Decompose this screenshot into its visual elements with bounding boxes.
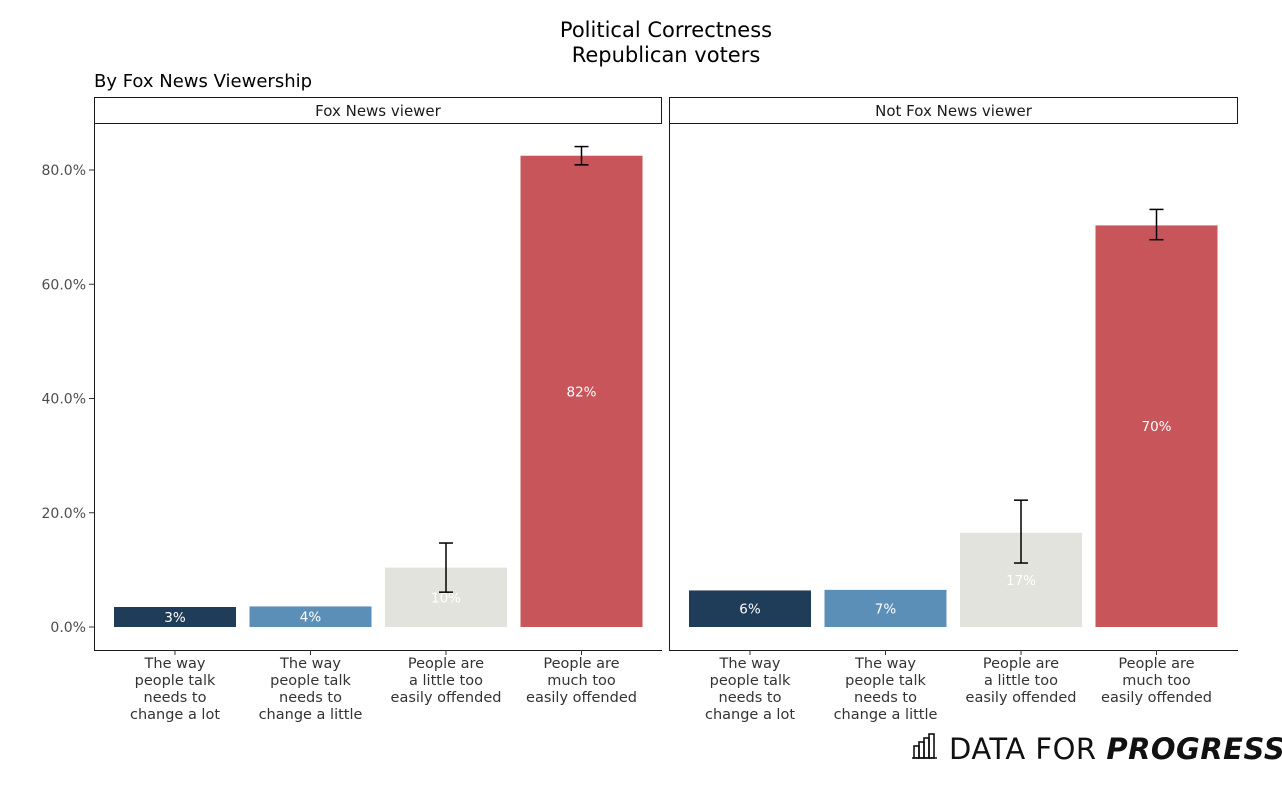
x-tick-label-line: easily offended: [966, 690, 1077, 706]
x-tick-label-line: The way: [144, 656, 206, 672]
bar-value-label: 4%: [300, 610, 322, 626]
x-tick-label-line: People are: [1118, 656, 1194, 672]
bar: [249, 606, 372, 627]
bar-value-label: 10%: [431, 590, 461, 606]
x-tick-label-line: people talk: [270, 673, 351, 689]
facet-strip-label: Not Fox News viewer: [875, 102, 1033, 120]
x-tick-label: People are a little too easily offended: [391, 656, 502, 706]
bar: [824, 589, 947, 627]
y-tick-label: 80.0%: [42, 163, 86, 179]
x-tick-label-line: change a little: [834, 707, 938, 723]
y-tick-label: 40.0%: [42, 392, 86, 408]
y-tick-label: 20.0%: [42, 506, 86, 522]
data-for-progress-logo: DATA FOR PROGRESS: [912, 732, 1282, 766]
x-tick-label: People are much too easily offended: [526, 656, 637, 706]
x-tick-label-line: The way: [854, 656, 916, 672]
bar-value-label: 3%: [164, 610, 186, 626]
x-tick-label-line: needs to: [279, 690, 342, 706]
facet-strip-label: Fox News viewer: [315, 102, 442, 120]
x-tick-label: The way people talk needs to change a lot: [705, 656, 795, 723]
x-tick-label-line: change a lot: [130, 707, 220, 723]
logo-text-bold: PROGRESS: [1106, 732, 1282, 766]
x-tick-label-line: needs to: [719, 690, 782, 706]
x-tick-label-line: needs to: [854, 690, 917, 706]
bar-value-label: 70%: [1141, 419, 1171, 435]
x-tick-label-line: People are: [983, 656, 1059, 672]
y-tick-label: 0.0%: [50, 620, 86, 636]
bar: [1095, 225, 1218, 627]
x-tick-label-line: needs to: [144, 690, 207, 706]
x-tick-label-line: easily offended: [1101, 690, 1212, 706]
x-tick-label-line: easily offended: [526, 690, 637, 706]
x-tick-label: People are much too easily offended: [1101, 656, 1212, 706]
x-tick-label: The way people talk needs to change a littl…: [834, 656, 938, 723]
x-tick-label-line: much too: [547, 673, 616, 689]
x-tick-label-line: change a lot: [705, 707, 795, 723]
x-tick-label-line: The way: [279, 656, 341, 672]
facet-strip: [94, 97, 662, 124]
error-bar: [1149, 208, 1164, 241]
x-tick-label-line: The way: [719, 656, 781, 672]
chart-subtitle: Republican voters: [572, 43, 761, 67]
logo-text: DATA FOR PROGRESS: [949, 732, 1282, 766]
x-tick-label-line: easily offended: [391, 690, 502, 706]
x-tick-label-line: much too: [1122, 673, 1191, 689]
logo-text-regular: DATA FOR: [949, 732, 1106, 766]
bar: [114, 607, 236, 627]
bar-chart-icon: [912, 733, 937, 759]
x-tick-label-line: people talk: [135, 673, 216, 689]
y-tick-label: 60.0%: [42, 277, 86, 293]
x-tick-label-line: change a little: [259, 707, 363, 723]
x-tick-label-line: People are: [543, 656, 619, 672]
bar: [520, 155, 643, 627]
x-tick-label-line: people talk: [710, 673, 791, 689]
bar-value-label: 7%: [875, 601, 897, 617]
x-tick-label-line: People are: [408, 656, 484, 672]
x-tick-label: The way people talk needs to change a littl…: [259, 656, 363, 723]
bar-value-label: 82%: [566, 384, 596, 400]
x-tick-label-line: people talk: [845, 673, 926, 689]
x-tick-label-line: a little too: [984, 673, 1058, 689]
bar-value-label: 17%: [1006, 573, 1036, 589]
x-tick-label: People are a little too easily offended: [966, 656, 1077, 706]
error-bar: [439, 542, 453, 593]
facet-strip: [669, 97, 1238, 124]
chart-caption: By Fox News Viewership: [94, 71, 312, 92]
bar-value-label: 6%: [739, 602, 761, 618]
error-bar: [574, 145, 589, 166]
x-tick-label: The way people talk needs to change a lot: [130, 656, 220, 723]
error-bar: [1014, 499, 1028, 564]
chart-title: Political Correctness: [560, 18, 772, 42]
x-tick-label-line: a little too: [409, 673, 483, 689]
bar: [689, 590, 811, 627]
